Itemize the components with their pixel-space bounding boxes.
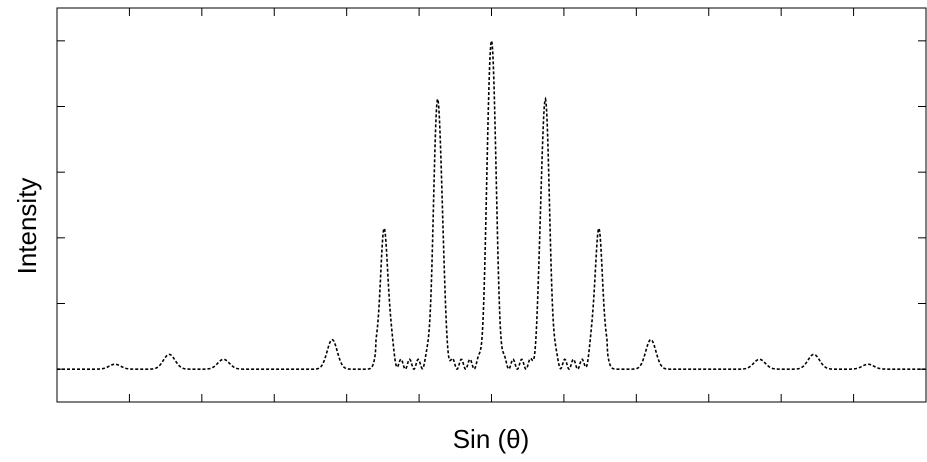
x-axis-ticks: [128, 8, 855, 402]
plot-frame: [56, 7, 927, 403]
x-axis-label: Sin (θ): [453, 424, 530, 454]
y-axis-ticks: [57, 40, 926, 370]
y-axis-label: Intensity: [12, 178, 42, 275]
intensity-trace: [57, 40, 926, 371]
